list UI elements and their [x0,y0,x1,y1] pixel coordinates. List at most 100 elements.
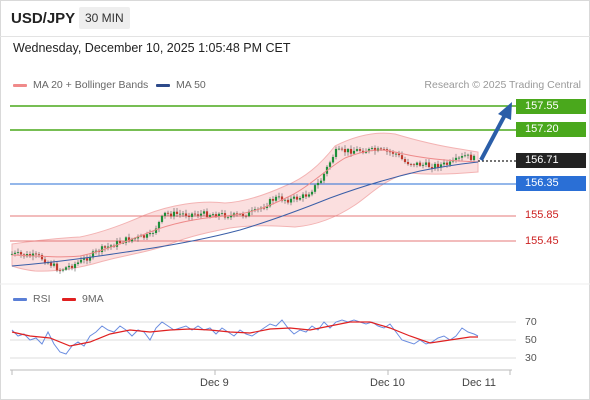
candle-body [49,262,53,266]
candle-body [28,254,32,257]
candle-body [181,213,185,215]
candle-body [175,211,179,214]
candle-body [271,199,275,201]
candle-body [226,217,230,219]
candle-body [34,253,38,255]
candle-body [94,250,98,252]
candle-body [466,154,470,156]
candle-body [304,194,308,197]
candle-body [310,191,314,195]
price-label-157-20: 157.20 [516,122,586,137]
chart-header: USD/JPY 30 MIN [0,0,590,37]
rsi-tick-70: 70 [525,316,537,328]
candle-body [19,252,23,255]
candle-body [10,253,14,255]
candle-body [115,241,119,247]
candle-body [103,246,107,248]
candle-body [217,213,221,217]
candle-body [76,262,80,264]
candle-body [418,162,422,166]
candle-body [40,255,44,260]
rsi-legend-label: RSI [33,293,51,305]
x-label-dec10: Dec 10 [370,377,405,389]
candle-body [346,148,350,153]
candle-body [25,254,29,257]
candle-body [154,228,158,234]
candle-body [190,213,194,217]
forecast-arrow-head [498,102,512,120]
chart-datetime: Wednesday, December 10, 2025 1:05:48 PM … [13,41,291,55]
ma50-line [11,161,479,267]
candle-body [283,199,287,201]
candle-body [331,156,335,163]
candle-body [121,242,125,244]
candle-body [178,213,182,215]
candle-body [160,215,164,222]
candle-body [220,213,224,214]
candle-body [193,213,197,215]
candle-body [307,194,311,197]
candle-body [472,155,476,161]
candle-body [295,196,299,200]
x-label-dec9: Dec 9 [200,377,229,389]
candle-body [241,213,245,216]
rsi-legend-9ma: 9MA [62,293,104,305]
timeframe-badge[interactable]: 30 MIN [79,7,130,29]
candle-body [247,211,251,217]
candle-body [67,265,71,268]
candle-body [70,265,74,268]
candle-body [223,213,227,218]
x-label-dec11: Dec 11 [462,377,497,389]
candle-body [394,153,398,155]
candle-body [391,152,395,154]
candle-body [202,211,206,214]
candle-body [424,162,428,165]
candle-body [163,212,167,216]
rsi-legend-swatch [13,297,27,301]
candle-body [211,214,215,216]
candle-body [289,198,293,203]
legend-swatch-ma50 [156,83,170,87]
rsi-tick-30: 30 [525,352,537,364]
candle-body [352,150,356,154]
candle-body [229,215,233,218]
candle-body [133,238,137,240]
candle-body [406,161,410,165]
candle-body [268,199,272,207]
9ma-legend-label: 9MA [82,293,104,305]
candle-body [79,259,83,263]
candle-body [145,234,149,238]
candle-body [436,163,440,168]
candle-body [109,245,113,247]
candle-body [463,155,467,157]
candle-body [37,254,41,256]
candle-body [457,157,461,159]
candle-body [52,263,56,266]
candle-body [244,215,248,217]
candle-body [82,258,86,260]
candle-body [196,214,200,216]
price-label-current: 156.71 [516,153,586,168]
candle-body [16,252,20,253]
candle-body [328,162,332,167]
candle-body [148,233,152,235]
candle-body [64,267,68,270]
candle-body [313,185,317,192]
candle-body [292,196,296,199]
candle-body [454,157,458,160]
candle-body [340,148,344,150]
candle-body [460,156,464,158]
candle-body [43,259,47,264]
research-credit: Research © 2025 Trading Central [424,79,581,91]
candle-body [397,153,401,156]
candle-body [448,161,452,165]
candle-body [277,196,281,198]
candle-body [439,164,443,168]
candle-body [280,196,284,201]
price-label-155-45: 155.45 [525,235,559,247]
candle-body [427,162,431,168]
candle-body [316,182,320,186]
rsi-9ma-line [11,321,478,347]
legend-label-ma50: MA 50 [176,79,206,91]
